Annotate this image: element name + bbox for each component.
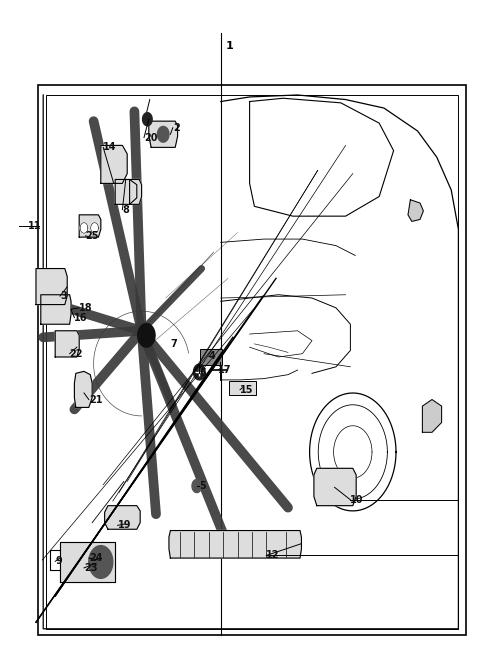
Polygon shape [101, 145, 127, 183]
Polygon shape [130, 179, 142, 204]
Polygon shape [89, 546, 113, 578]
Text: 10: 10 [350, 495, 364, 505]
FancyBboxPatch shape [200, 348, 222, 365]
Polygon shape [36, 269, 67, 305]
Text: 8: 8 [122, 204, 129, 215]
Text: 12: 12 [266, 550, 280, 561]
Polygon shape [157, 126, 169, 142]
Polygon shape [422, 400, 442, 432]
Text: 15: 15 [240, 384, 253, 395]
Text: 2: 2 [173, 122, 180, 133]
Polygon shape [91, 223, 98, 233]
Polygon shape [79, 215, 101, 237]
Polygon shape [55, 331, 79, 357]
Polygon shape [408, 200, 423, 221]
Polygon shape [105, 506, 140, 529]
Polygon shape [74, 371, 92, 407]
Text: 21: 21 [89, 394, 102, 405]
Text: 7: 7 [170, 339, 177, 349]
Polygon shape [80, 223, 88, 233]
Text: 14: 14 [103, 142, 117, 153]
Polygon shape [138, 324, 155, 347]
Polygon shape [115, 179, 137, 204]
Bar [46, 95, 458, 629]
Polygon shape [193, 364, 205, 380]
Text: 16: 16 [74, 312, 88, 323]
Polygon shape [314, 468, 356, 506]
Text: 23: 23 [84, 563, 97, 573]
Text: 6: 6 [199, 368, 206, 379]
Text: 18: 18 [79, 303, 93, 313]
Text: 4: 4 [209, 351, 216, 362]
Polygon shape [149, 121, 178, 147]
Text: 9: 9 [55, 556, 62, 567]
Polygon shape [41, 295, 71, 324]
Polygon shape [60, 542, 115, 582]
Polygon shape [169, 531, 301, 558]
Text: 20: 20 [144, 132, 157, 143]
Text: 22: 22 [70, 348, 83, 359]
Bar [38, 85, 466, 635]
Text: 1: 1 [226, 41, 233, 51]
Text: 17: 17 [218, 365, 232, 375]
Text: 5: 5 [199, 481, 206, 491]
Polygon shape [143, 113, 152, 126]
Text: 3: 3 [60, 291, 67, 301]
Text: 24: 24 [89, 553, 102, 563]
Text: 11: 11 [28, 221, 41, 231]
Text: 19: 19 [118, 520, 131, 531]
Polygon shape [192, 479, 202, 493]
Text: 25: 25 [85, 231, 99, 241]
FancyBboxPatch shape [229, 381, 255, 395]
